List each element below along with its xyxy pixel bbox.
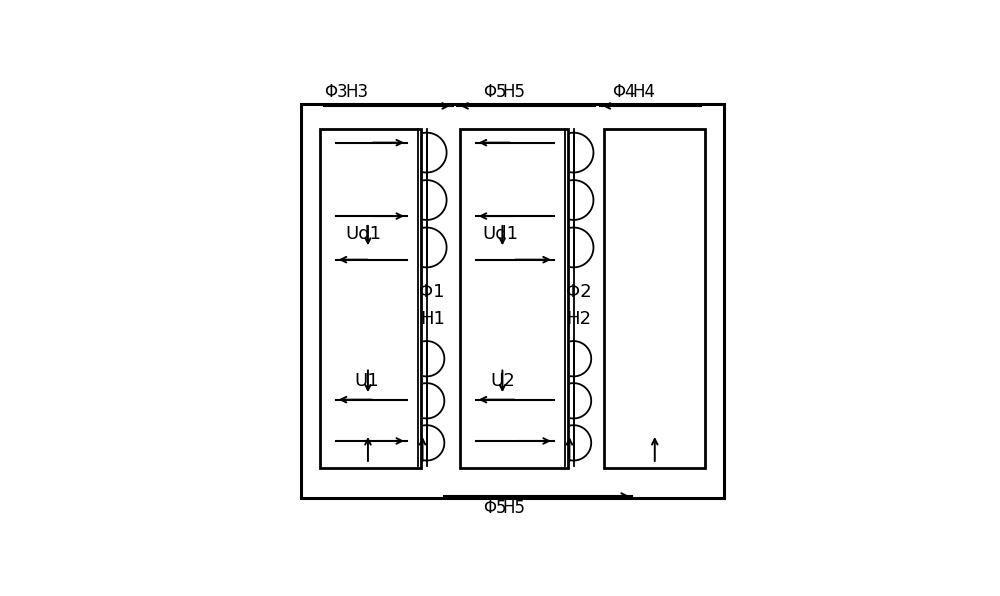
Text: H2: H2 [567,311,592,328]
Text: H4: H4 [633,83,656,101]
Text: Φ5: Φ5 [483,83,506,101]
Text: Φ3: Φ3 [324,83,348,101]
Text: Φ4: Φ4 [613,83,636,101]
Text: H5: H5 [502,83,525,101]
Text: H1: H1 [420,311,445,328]
Text: Φ2: Φ2 [566,283,592,301]
Text: Ud1: Ud1 [483,225,519,243]
Text: Φ1: Φ1 [419,283,445,301]
Text: H5: H5 [502,499,525,517]
Text: Φ5: Φ5 [483,499,506,517]
Text: U1: U1 [354,372,379,390]
Text: H3: H3 [345,83,368,101]
Text: U2: U2 [490,372,515,390]
Text: Ud1: Ud1 [345,225,381,243]
